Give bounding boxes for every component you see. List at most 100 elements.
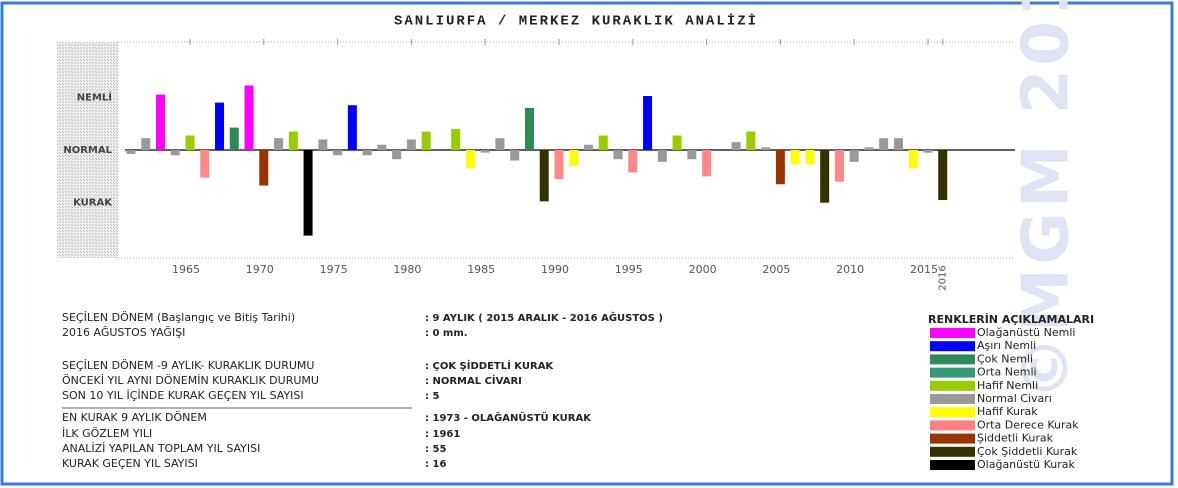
bar — [643, 96, 653, 150]
legend-swatch — [930, 354, 975, 365]
bar — [849, 150, 859, 162]
bar — [288, 131, 298, 150]
bar — [790, 150, 800, 165]
legend-title: RENKLERİN AÇIKLAMALARI — [928, 312, 1094, 326]
x-tick-label: 2005 — [762, 263, 790, 276]
bar — [746, 131, 756, 150]
x-tick-label: 2016 — [938, 265, 949, 290]
y-tick-label: KURAK — [73, 198, 113, 209]
legend-label: Orta Derece Kurak — [977, 418, 1079, 431]
x-tick-label: 1965 — [172, 263, 200, 276]
legend-swatch — [930, 394, 975, 404]
y-tick-label: NORMAL — [63, 145, 112, 156]
info-label: 2016 AĞUSTOS YAĞIŞI — [62, 326, 185, 339]
x-tick-label: 2015 — [910, 263, 938, 276]
bar — [569, 150, 579, 166]
info-label: SON 10 YIL İÇİNDE KURAK GEÇEN YIL SAYISI — [62, 389, 304, 402]
legend-label: Çok Nemli — [977, 352, 1033, 365]
y-label-band — [57, 42, 118, 258]
info-value: : 1973 - OLAĞANÜSTÜ KURAK — [425, 410, 592, 424]
x-tick-label: 1985 — [467, 263, 495, 276]
info-value: : 1961 — [425, 429, 460, 440]
legend-swatch — [930, 460, 975, 470]
bar — [938, 150, 948, 201]
bar — [761, 147, 771, 150]
bar — [229, 127, 239, 150]
bar — [421, 131, 431, 150]
bar — [362, 150, 372, 156]
info-value: : 55 — [425, 444, 446, 455]
bar — [451, 128, 461, 150]
bar — [879, 138, 889, 150]
legend-swatch — [930, 446, 975, 457]
bar — [554, 150, 564, 179]
bar — [864, 147, 874, 150]
bar — [465, 150, 475, 169]
legend-swatch — [930, 367, 975, 378]
bar — [318, 139, 328, 150]
legend-swatch — [930, 420, 975, 431]
info-label: SEÇİLEN DÖNEM (Başlangıç ve Bitiş Tarihi… — [62, 311, 295, 324]
legend-swatch — [930, 341, 975, 352]
bar — [170, 150, 180, 156]
info-value: : 0 mm. — [425, 328, 468, 339]
info-label: ANALİZİ YAPILAN TOPLAM YIL SAYISI — [62, 442, 260, 455]
bar — [406, 139, 416, 150]
watermark: ©MGM 2016 — [1010, 0, 1084, 400]
bar — [347, 105, 357, 150]
legend-label: Aşırı Nemli — [977, 339, 1036, 352]
bar — [377, 144, 387, 150]
legend-swatch — [930, 407, 975, 418]
bar — [274, 138, 284, 150]
bar — [524, 107, 534, 150]
bar — [141, 138, 151, 150]
bar — [244, 85, 254, 150]
legend-label: Orta Nemli — [977, 366, 1037, 379]
x-tick-label: 1970 — [246, 263, 274, 276]
bar — [200, 150, 210, 178]
info-label: ÖNCEKİ YIL AYNI DÖNEMİN KURAKLIK DURUMU — [62, 374, 319, 387]
bar — [598, 135, 608, 150]
bar — [731, 142, 741, 150]
bar — [155, 94, 165, 150]
bar — [126, 150, 136, 154]
chart-title: SANLIURFA / MERKEZ KURAKLIK ANALİZİ — [394, 13, 758, 30]
bar — [259, 150, 269, 186]
x-tick-label: 1980 — [393, 263, 421, 276]
info-value: : ÇOK ŞİDDETLİ KURAK — [425, 358, 554, 372]
info-label: SEÇİLEN DÖNEM -9 AYLIK- KURAKLIK DURUMU — [62, 359, 314, 372]
bar — [584, 144, 594, 150]
bar — [613, 150, 623, 160]
info-value: : NORMAL CİVARI — [425, 373, 522, 387]
info-label: KURAK GEÇEN YIL SAYISI — [62, 457, 198, 470]
bar — [820, 150, 830, 203]
bar — [303, 150, 313, 236]
info-value: : 9 AYLIK ( 2015 ARALIK - 2016 AĞUSTOS ) — [425, 311, 663, 324]
legend-label: Şiddetli Kurak — [977, 432, 1054, 445]
legend-label: Normal Civarı — [977, 392, 1052, 405]
legend-swatch — [930, 328, 975, 338]
bar — [834, 150, 844, 182]
x-tick-label: 1975 — [320, 263, 348, 276]
bar — [185, 135, 195, 150]
legend-label: Olağanüstü Nemli — [977, 326, 1075, 339]
legend-label: Çok Şiddetli Kurak — [977, 445, 1078, 458]
x-tick-label: 1990 — [541, 263, 569, 276]
y-tick-label: NEMLİ — [77, 89, 112, 103]
bar — [775, 150, 785, 185]
bar — [687, 150, 697, 160]
legend-label: Hafif Kurak — [977, 405, 1038, 418]
bar — [628, 150, 638, 173]
legend-label: Olağanüstü Kurak — [977, 458, 1076, 471]
bar — [392, 150, 402, 160]
x-tick-label: 2010 — [836, 263, 864, 276]
info-label: EN KURAK 9 AYLIK DÖNEM — [62, 411, 207, 424]
info-value: : 16 — [425, 459, 446, 470]
bar — [893, 138, 903, 150]
legend-swatch — [930, 380, 975, 391]
bar — [480, 150, 490, 153]
bar — [908, 150, 918, 169]
bar — [333, 150, 343, 156]
